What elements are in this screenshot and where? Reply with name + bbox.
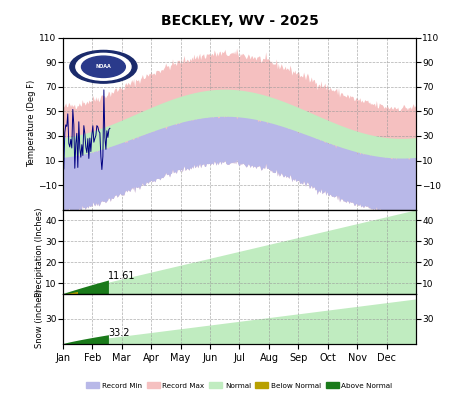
Text: NOAA: NOAA xyxy=(95,64,111,69)
Y-axis label: Snow (inches): Snow (inches) xyxy=(34,289,44,348)
Circle shape xyxy=(81,56,126,77)
Text: 33.2: 33.2 xyxy=(108,328,130,338)
Circle shape xyxy=(76,53,131,80)
Y-axis label: Precipitation (Inches): Precipitation (Inches) xyxy=(34,207,44,297)
Text: BECKLEY, WV - 2025: BECKLEY, WV - 2025 xyxy=(160,14,319,28)
Legend: Record Min, Record Max, Normal, Below Normal, Above Normal: Record Min, Record Max, Normal, Below No… xyxy=(83,380,396,391)
Y-axis label: Temperature (Deg F): Temperature (Deg F) xyxy=(27,80,36,167)
Circle shape xyxy=(70,51,137,83)
Text: 11.61: 11.61 xyxy=(108,271,136,281)
